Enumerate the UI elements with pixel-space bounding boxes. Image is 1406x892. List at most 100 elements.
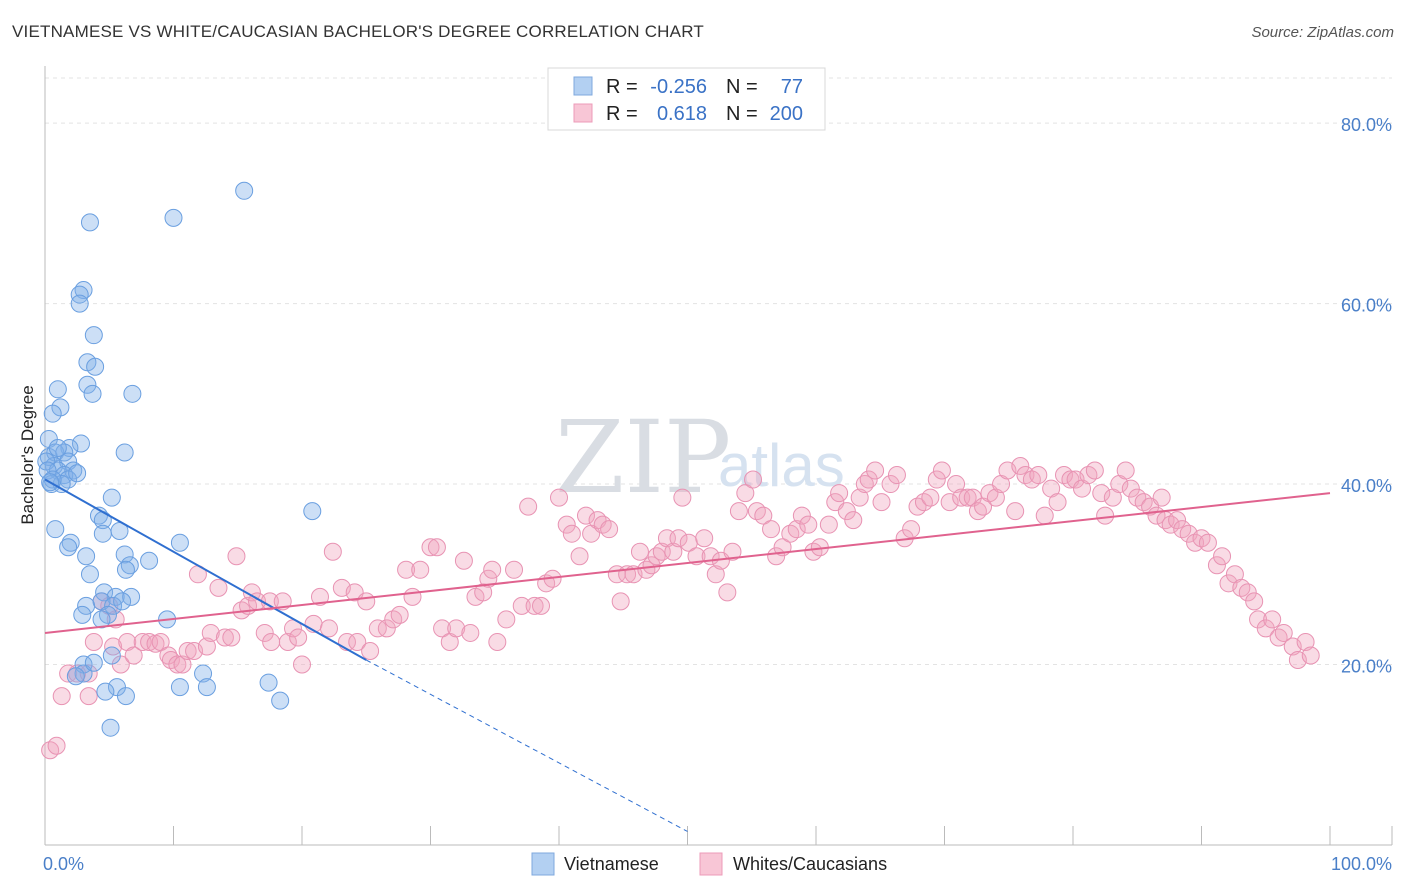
vietnamese-point (113, 592, 132, 611)
whites-point (963, 488, 982, 507)
vietnamese-trendline (44, 478, 367, 661)
vietnamese-point (77, 596, 96, 615)
whites-point (111, 655, 130, 674)
vietnamese-point (115, 545, 134, 564)
whites-point (483, 560, 502, 579)
whites-point (744, 470, 763, 489)
whites-point (872, 493, 891, 512)
vietnamese-point (86, 357, 105, 376)
whites-point (611, 592, 630, 611)
whites-point (799, 515, 818, 534)
whites-point (1238, 583, 1257, 602)
whites-point (201, 623, 220, 642)
vietnamese-point (140, 551, 159, 570)
whites-point (664, 542, 683, 561)
vietnamese-point (96, 682, 115, 701)
whites-point (384, 610, 403, 629)
vietnamese-point (170, 678, 189, 697)
whites-point (433, 619, 452, 638)
whites-point (348, 632, 367, 651)
whites-point (576, 506, 595, 525)
vietnamese-point (122, 587, 141, 606)
vietnamese-point (104, 596, 123, 615)
whites-point (505, 560, 524, 579)
vietnamese-point (123, 384, 142, 403)
vietnamese-point (43, 404, 62, 423)
vietnamese-point (164, 208, 183, 227)
bottom-legend-swatch-whites (699, 852, 723, 876)
legend-r-label-vietnamese: R = (606, 76, 638, 98)
whites-point (1096, 506, 1115, 525)
whites-point (1079, 466, 1098, 485)
whites-point (168, 655, 187, 674)
whites-point (695, 529, 714, 548)
vietnamese-point (43, 470, 62, 489)
vietnamese-point (102, 646, 121, 665)
whites-point (403, 587, 422, 606)
whites-point (411, 560, 430, 579)
bottom-legend-label-vietnamese: Vietnamese (564, 854, 659, 874)
whites-point (902, 520, 921, 539)
vietnamese-point (70, 294, 89, 313)
whites-point (319, 619, 338, 638)
whites-point (1116, 461, 1135, 480)
whites-point (323, 542, 342, 561)
whites-point (687, 547, 706, 566)
whites-point (377, 619, 396, 638)
whites-point (927, 470, 946, 489)
whites-point (454, 551, 473, 570)
whites-point (497, 610, 516, 629)
axis-layer: 20.0% 40.0% 60.0% 80.0% 0.0% 100.0% (43, 66, 1393, 874)
whites-point (1198, 533, 1217, 552)
whites-point (104, 637, 123, 656)
whites-point (706, 565, 725, 584)
vietnamese-point (116, 687, 135, 706)
vietnamese-trendline-extension (366, 659, 688, 832)
whites-point (804, 542, 823, 561)
whites-point (729, 502, 748, 521)
whites-point (41, 741, 60, 760)
vietnamese-point (92, 610, 111, 629)
legend-r-value-whites: 0.618 (657, 103, 707, 125)
whites-point (397, 560, 416, 579)
whites-point (1232, 578, 1251, 597)
whites-point (844, 511, 863, 530)
vietnamese-point (71, 434, 90, 453)
whites-point (215, 628, 234, 647)
whites-point (593, 515, 612, 534)
whites-point (562, 524, 581, 543)
vietnamese-point (84, 326, 103, 345)
vietnamese-point (170, 533, 189, 552)
whites-point (161, 651, 180, 670)
whites-point (1192, 529, 1211, 548)
whites-point (781, 524, 800, 543)
whites-point (986, 488, 1005, 507)
vietnamese-point (194, 664, 213, 683)
whites-point (357, 592, 376, 611)
whites-point (1055, 466, 1074, 485)
vietnamese-point (259, 673, 278, 692)
whites-point (227, 547, 246, 566)
whites-point (762, 520, 781, 539)
whites-point (390, 605, 409, 624)
whites-point (830, 484, 849, 503)
whites-point (747, 502, 766, 521)
vietnamese-point (66, 667, 85, 686)
whites-point (1011, 457, 1030, 476)
whites-point (550, 488, 568, 507)
whites-point (1213, 547, 1232, 566)
whites-point (1296, 632, 1315, 651)
vietnamese-point (271, 691, 290, 710)
whites-point (958, 488, 977, 507)
whites-point (557, 515, 576, 534)
whites-point (278, 632, 297, 651)
y-tick-label: 80.0% (1341, 115, 1392, 135)
legend-r-label-whites: R = (606, 103, 638, 125)
whites-point (47, 736, 66, 755)
vietnamese-point (46, 520, 65, 539)
vietnamese-point (55, 443, 74, 462)
vietnamese-point (84, 653, 103, 672)
vietnamese-point (116, 560, 135, 579)
whites-point (1274, 623, 1293, 642)
